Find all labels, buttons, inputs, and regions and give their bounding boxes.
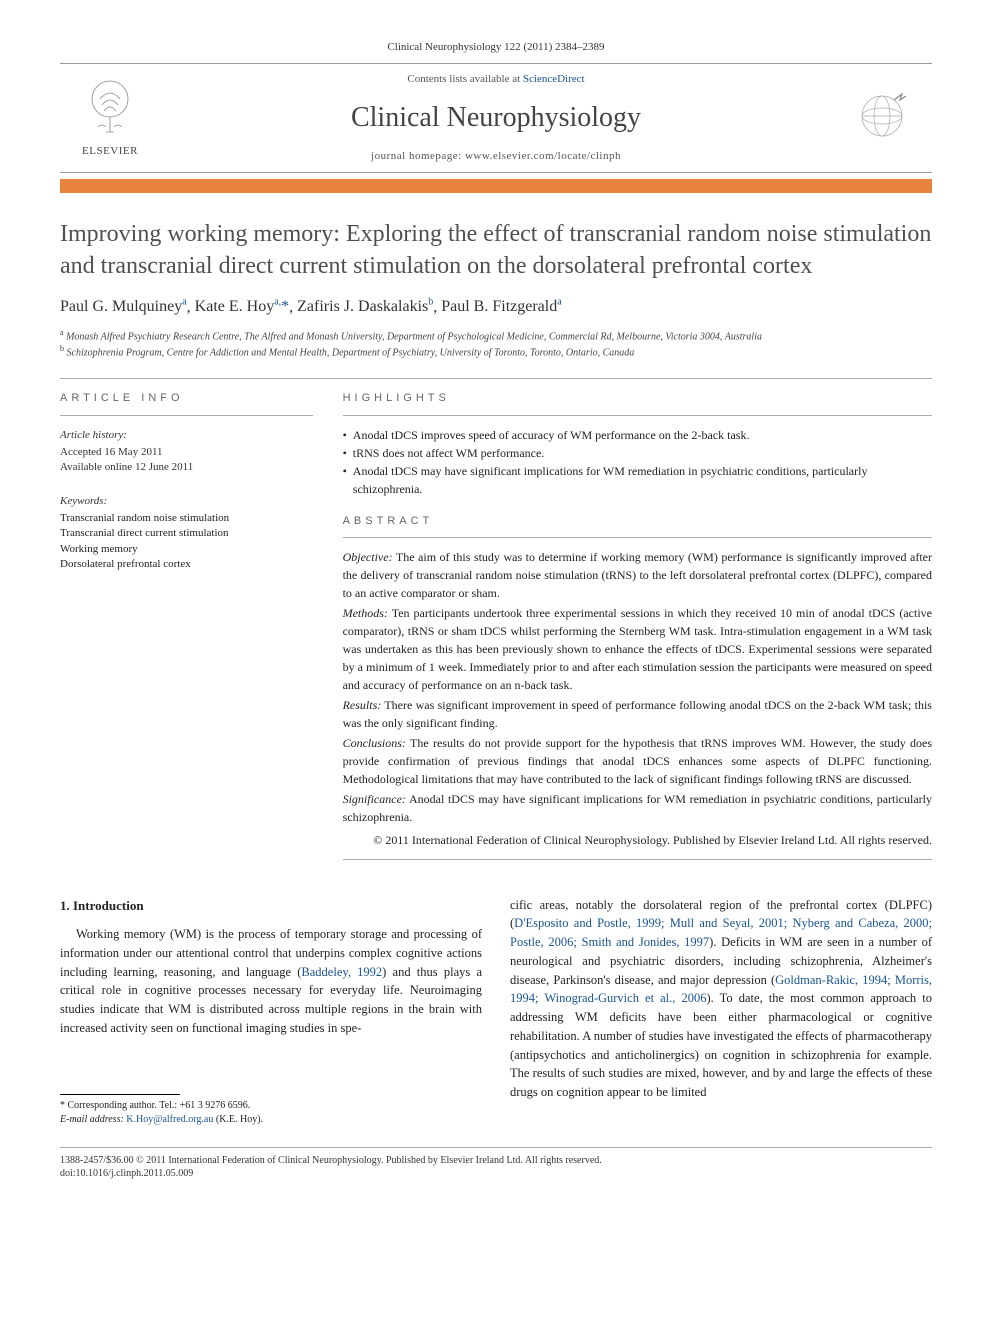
abstract-body: Objective: The aim of this study was to … — [343, 548, 932, 849]
highlight-item: •Anodal tDCS may have significant implic… — [343, 462, 932, 498]
body-left-column: 1. Introduction Working memory (WM) is t… — [60, 896, 482, 1127]
email-label: E-mail address: — [60, 1114, 124, 1125]
bullet-icon: • — [343, 462, 347, 498]
abstract-methods: Methods: Ten participants undertook thre… — [343, 604, 932, 694]
author: Zafiris J. Daskalakisb — [297, 298, 433, 315]
society-logo — [842, 86, 922, 151]
sciencedirect-link[interactable]: ScienceDirect — [523, 73, 585, 85]
divider — [343, 859, 932, 860]
history-label: Article history: — [60, 428, 313, 443]
body-right-column: cific areas, notably the dorsolateral re… — [510, 896, 932, 1127]
bullet-icon: • — [343, 444, 347, 462]
keywords-label: Keywords: — [60, 494, 313, 509]
page-footer: 1388-2457/$36.00 © 2011 International Fe… — [60, 1147, 932, 1180]
elsevier-tree-icon — [80, 77, 140, 137]
banner-center: Contents lists available at ScienceDirec… — [150, 72, 842, 164]
keyword: Working memory — [60, 542, 313, 557]
intro-heading: 1. Introduction — [60, 896, 482, 916]
article-info-column: ARTICLE INFO Article history: Accepted 1… — [60, 391, 313, 870]
keywords-list: Transcranial random noise stimulation Tr… — [60, 511, 313, 573]
online-date: Available online 12 June 2011 — [60, 460, 313, 475]
divider — [343, 537, 932, 538]
highlights-list: •Anodal tDCS improves speed of accuracy … — [343, 426, 932, 498]
bullet-icon: • — [343, 426, 347, 444]
citation-link[interactable]: Baddeley, 1992 — [301, 965, 382, 979]
issn-copyright: 1388-2457/$36.00 © 2011 International Fe… — [60, 1154, 932, 1167]
article-info-label: ARTICLE INFO — [60, 391, 313, 406]
publisher-name: ELSEVIER — [70, 144, 150, 159]
divider — [60, 378, 932, 379]
corr-author: * Corresponding author. Tel.: +61 3 9276… — [60, 1099, 482, 1113]
affiliation: a Monash Alfred Psychiatry Research Cent… — [60, 328, 932, 344]
highlights-label: HIGHLIGHTS — [343, 391, 932, 406]
abstract-label: ABSTRACT — [343, 514, 932, 529]
affiliations: a Monash Alfred Psychiatry Research Cent… — [60, 328, 932, 360]
contents-pre: Contents lists available at — [407, 73, 522, 85]
article-title: Improving working memory: Exploring the … — [60, 219, 932, 281]
publisher-logo: ELSEVIER — [70, 77, 150, 160]
footnote-rule — [60, 1094, 180, 1095]
orange-divider-bar — [60, 179, 932, 193]
abstract-column: HIGHLIGHTS •Anodal tDCS improves speed o… — [343, 391, 932, 870]
divider — [60, 415, 313, 416]
abstract-significance: Significance: Anodal tDCS may have signi… — [343, 790, 932, 826]
author: Paul B. Fitzgeralda — [441, 298, 561, 315]
abstract-conclusions: Conclusions: The results do not provide … — [343, 734, 932, 788]
corr-email-line: E-mail address: K.Hoy@alfred.org.au (K.E… — [60, 1113, 482, 1127]
author-list: Paul G. Mulquineya, Kate E. Hoya,*, Zafi… — [60, 296, 932, 319]
page: Clinical Neurophysiology 122 (2011) 2384… — [0, 0, 992, 1210]
journal-title: Clinical Neurophysiology — [150, 98, 842, 137]
keyword: Transcranial direct current stimulation — [60, 526, 313, 541]
info-columns: ARTICLE INFO Article history: Accepted 1… — [60, 391, 932, 870]
keyword: Dorsolateral prefrontal cortex — [60, 557, 313, 572]
author: Paul G. Mulquineya — [60, 298, 187, 315]
abstract-objective: Objective: The aim of this study was to … — [343, 548, 932, 602]
highlight-item: •tRNS does not affect WM performance. — [343, 444, 932, 462]
doi-line: doi:10.1016/j.clinph.2011.05.009 — [60, 1167, 932, 1180]
divider — [343, 415, 932, 416]
highlight-item: •Anodal tDCS improves speed of accuracy … — [343, 426, 932, 444]
author: Kate E. Hoya,* — [195, 298, 289, 315]
copyright-line: © 2011 International Federation of Clini… — [343, 832, 932, 849]
abstract-results: Results: There was significant improveme… — [343, 696, 932, 732]
journal-homepage: journal homepage: www.elsevier.com/locat… — [150, 149, 842, 164]
body-columns: 1. Introduction Working memory (WM) is t… — [60, 896, 932, 1127]
affiliation: b Schizophrenia Program, Centre for Addi… — [60, 344, 932, 360]
journal-banner: ELSEVIER Contents lists available at Sci… — [60, 63, 932, 173]
keyword: Transcranial random noise stimulation — [60, 511, 313, 526]
email-link[interactable]: K.Hoy@alfred.org.au — [126, 1114, 213, 1125]
history-values: Accepted 16 May 2011 Available online 12… — [60, 445, 313, 476]
ifcn-globe-icon — [852, 86, 912, 146]
intro-paragraph: Working memory (WM) is the process of te… — [60, 925, 482, 1038]
corresponding-author-footnote: * Corresponding author. Tel.: +61 3 9276… — [60, 1088, 482, 1127]
accepted-date: Accepted 16 May 2011 — [60, 445, 313, 460]
contents-line: Contents lists available at ScienceDirec… — [150, 72, 842, 87]
running-header: Clinical Neurophysiology 122 (2011) 2384… — [60, 40, 932, 55]
